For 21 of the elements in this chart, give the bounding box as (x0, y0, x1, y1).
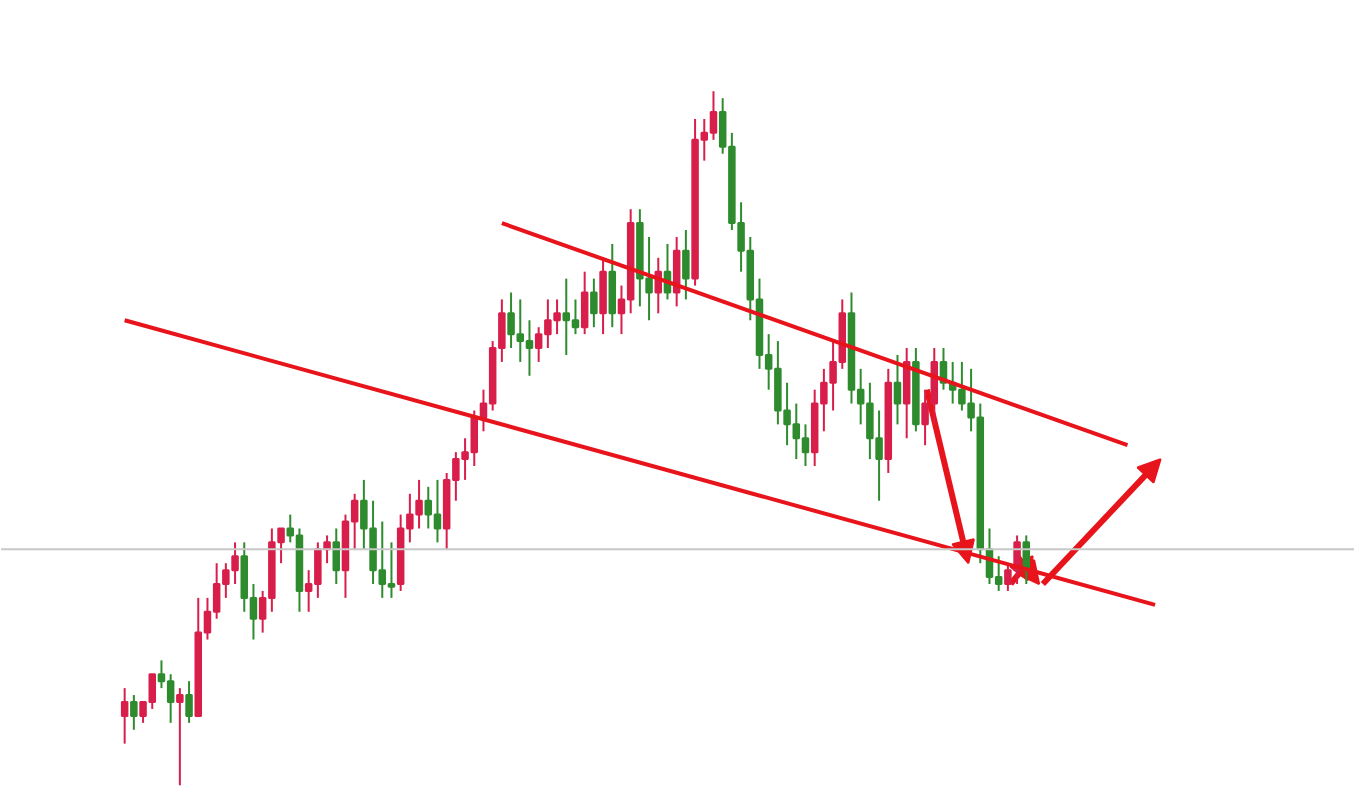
candlestick (590, 277, 598, 329)
candlestick (608, 242, 617, 329)
candlestick (433, 478, 442, 544)
candlestick (709, 90, 718, 141)
candlestick (682, 229, 690, 301)
candlestick (571, 298, 580, 336)
candlestick (525, 319, 534, 377)
candlestick (562, 277, 571, 356)
candlestick (893, 353, 902, 426)
candlestick (240, 541, 249, 613)
candlestick (176, 687, 184, 787)
candlestick (801, 423, 810, 468)
candlestick (166, 673, 175, 724)
candlestick (599, 256, 607, 336)
candlestick (185, 680, 193, 724)
candlestick (580, 270, 589, 336)
candlestick (994, 555, 1003, 592)
candlestick (387, 541, 396, 599)
candlestick (130, 694, 138, 731)
candlestick (120, 687, 129, 745)
candlestick (424, 485, 433, 530)
